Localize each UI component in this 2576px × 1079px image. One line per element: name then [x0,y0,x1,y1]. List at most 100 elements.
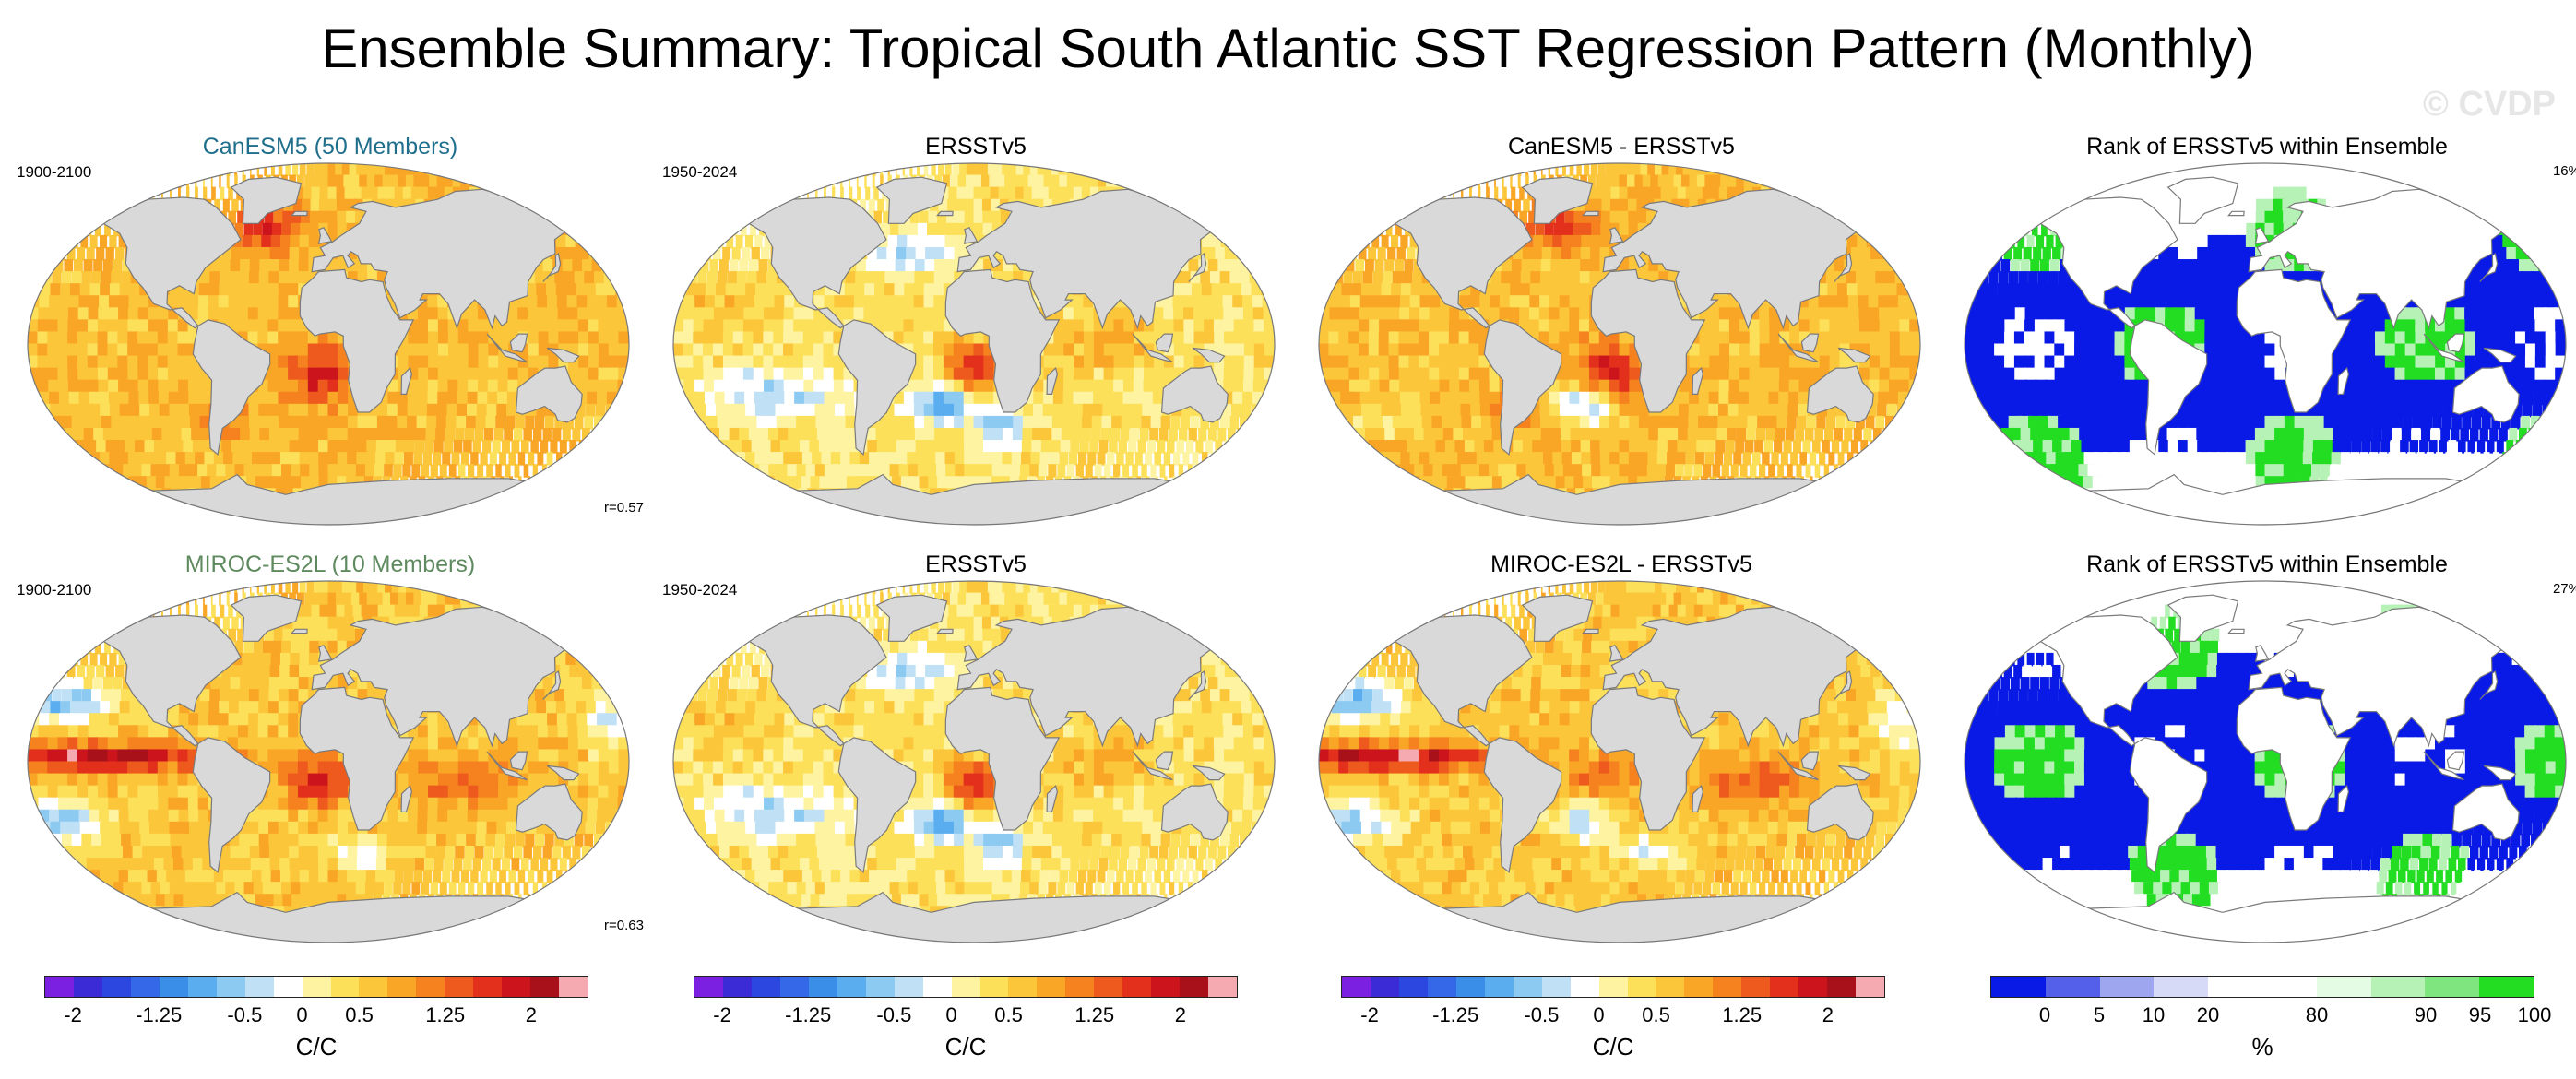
pattern-correlation: r=0.63 [604,918,644,933]
period-label: 1950-2024 [662,581,738,599]
colorbar-tick-label: -0.5 [876,1003,912,1026]
map-panel-p7: MIROC-ES2L - ERSSTv5 [1308,551,1935,948]
colorbar-swatch [1370,977,1399,997]
colorbar-cb2: -2 -1.25 -0.5 0 0.5 1.25 2 C/C [694,976,1247,1077]
colorbar-unit: % [2251,1033,2273,1061]
colorbar-swatch [1570,977,1599,997]
colorbar-tick-label: -2 [713,1003,731,1026]
colorbar-unit: C/C [944,1033,987,1061]
colorbar-swatch [1151,977,1181,997]
percent-label: 27% [2552,581,2576,597]
colorbar-tick-label: 0.5 [1642,1003,1670,1026]
colorbar-tick-label: -1.25 [1432,1003,1479,1026]
colorbar-swatch [808,977,837,997]
colorbar-swatch [779,977,809,997]
percent-label: 16% [2552,163,2576,179]
colorbar-unit: C/C [295,1033,338,1061]
colorbar-swatch [2099,977,2155,997]
colorbar-tick-label: 20 [2196,1003,2220,1026]
map-panel-p4: Rank of ERSSTv5 within Ensemble 16% [1953,134,2576,530]
colorbar-tick-label: 0.5 [994,1003,1023,1026]
figure-title: Ensemble Summary: Tropical South Atlanti… [321,18,2255,79]
colorbar-swatch [1208,977,1238,997]
panel-title: MIROC-ES2L (10 Members) [184,551,476,577]
colorbar-swatch [1513,977,1542,997]
colorbar-swatch [45,977,74,997]
colorbar-swatch [130,977,160,997]
colorbar-tick-label: -0.5 [227,1003,263,1026]
colorbar-swatch [979,977,1009,997]
colorbar-swatch [951,977,980,997]
colorbar-swatch [2154,977,2209,997]
colorbar-swatch [1656,977,1685,997]
colorbar-swatch [1342,977,1371,997]
colorbar-tick-label: 1.25 [1722,1003,1763,1026]
colorbar-swatch [559,977,588,997]
world-map [1964,580,2567,943]
panel-title: Rank of ERSSTv5 within Ensemble [2086,134,2448,160]
colorbar-cb3: -2 -1.25 -0.5 0 0.5 1.25 2 C/C [1341,976,1894,1077]
colorbar-tick-label: 5 [2093,1003,2106,1026]
colorbar-swatch [722,977,752,997]
colorbar-swatch [273,977,303,997]
map-panel-p6: ERSSTv5 1950-2024 [662,551,1289,948]
colorbar-swatch [2425,977,2480,997]
panel-title: CanESM5 - ERSSTv5 [1508,134,1735,160]
colorbar-swatch [922,977,952,997]
colorbar-swatch [73,977,102,997]
colorbar-swatch [1770,977,1799,997]
colorbar-swatch [187,977,217,997]
colorbar-swatch [1065,977,1095,997]
pattern-correlation: r=0.57 [604,500,644,516]
colorbar-swatch [1122,977,1152,997]
colorbar-swatch [1991,977,2046,997]
colorbar-swatch [2208,977,2262,997]
colorbar-tick-label: 0 [1593,1003,1605,1026]
colorbar-swatch [101,977,131,997]
colorbar-swatch [1741,977,1771,997]
period-label: 1900-2100 [17,581,92,599]
world-map [672,580,1276,943]
panel-title: Rank of ERSSTv5 within Ensemble [2086,551,2448,577]
world-map [1964,162,2567,526]
colorbar-tick-label: 80 [2305,1003,2329,1026]
colorbar-swatch [1798,977,1828,997]
colorbar-tick-label: -2 [1360,1003,1379,1026]
colorbar-tick-label: 0 [2038,1003,2051,1026]
colorbar-swatch [1713,977,1742,997]
colorbar-tick-label: 100 [2517,1003,2552,1026]
colorbar-swatch [244,977,274,997]
map-panel-p1: CanESM5 (50 Members) 1900-2100 r=0.57 [17,134,644,530]
colorbar-tick-label: 10 [2142,1003,2166,1026]
colorbar-tick-label: -1.25 [785,1003,832,1026]
colorbar-swatch [2261,977,2317,997]
colorbar-swatch [751,977,780,997]
world-map [27,580,630,943]
colorbar-swatch [302,977,331,997]
colorbar-unit: C/C [1592,1033,1634,1061]
colorbar-swatch [1455,977,1485,997]
colorbar-swatch [1627,977,1656,997]
panel-title: MIROC-ES2L - ERSSTv5 [1490,551,1752,577]
colorbar-swatch [2045,977,2100,997]
world-map [1318,580,1921,943]
colorbar-tick-label: 0.5 [345,1003,374,1026]
period-label: 1950-2024 [662,163,738,181]
colorbar-swatch [1037,977,1066,997]
colorbar-tick-label: 1.25 [425,1003,466,1026]
colorbar-swatch [502,977,531,997]
world-map [672,162,1276,526]
colorbar-swatches [44,976,588,998]
map-panel-p2: ERSSTv5 1950-2024 [662,134,1289,530]
colorbar-swatch [416,977,445,997]
colorbar-swatch [865,977,895,997]
colorbar-tick-label: -1.25 [136,1003,183,1026]
colorbar-swatch [1398,977,1428,997]
colorbar-swatch [2316,977,2371,997]
watermark: © CVDP [2422,85,2556,124]
colorbar-tick-label: 0 [945,1003,957,1026]
world-map [27,162,630,526]
map-panel-p8: Rank of ERSSTv5 within Ensemble 27% [1953,551,2576,948]
colorbar-swatch [359,977,388,997]
panel-title: ERSSTv5 [925,134,1027,160]
